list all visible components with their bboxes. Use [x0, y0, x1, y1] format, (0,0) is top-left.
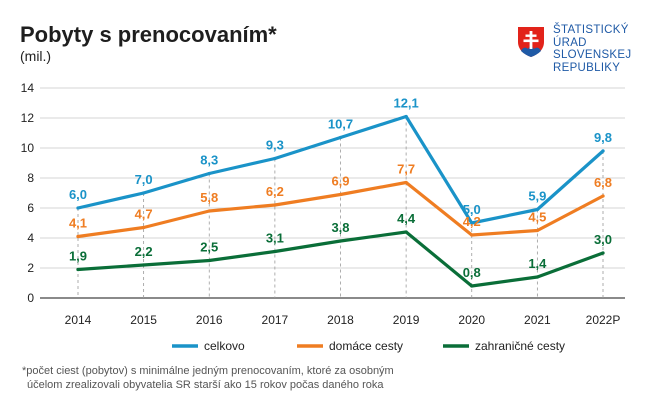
data-label: 7,0 [135, 172, 153, 187]
legend-label: domáce cesty [329, 339, 403, 353]
chart-unit: (mil.) [20, 48, 52, 64]
data-point [273, 203, 277, 207]
chart-title: Pobyty s prenocovaním* [20, 22, 277, 47]
data-point [142, 225, 146, 230]
data-point [142, 263, 146, 267]
data-label: 2,2 [135, 244, 153, 259]
data-point [601, 251, 605, 255]
data-label: 1,4 [528, 256, 547, 271]
legend-label: celkovo [204, 339, 245, 353]
y-tick-label: 8 [27, 171, 34, 185]
data-label: 6,0 [69, 187, 87, 202]
data-label: 4,7 [135, 207, 153, 222]
data-label: 9,8 [594, 130, 612, 145]
data-point [142, 191, 146, 195]
data-point [470, 284, 474, 288]
data-label: 5,8 [200, 190, 218, 205]
data-point [535, 275, 539, 279]
data-point [76, 234, 80, 239]
data-point [76, 206, 80, 210]
data-label: 5,0 [463, 202, 481, 217]
data-label: 6,8 [594, 175, 612, 190]
x-tick-label: 2016 [196, 313, 223, 327]
data-label: 3,8 [331, 220, 349, 235]
data-label: 2,5 [200, 240, 218, 255]
data-point [338, 192, 343, 197]
logo-line: REPUBLIKY [553, 61, 621, 74]
y-tick-label: 0 [27, 291, 34, 305]
data-point [207, 258, 211, 263]
data-point [76, 267, 80, 272]
data-point [404, 114, 408, 119]
data-point [470, 233, 474, 237]
data-point [404, 230, 408, 234]
data-label: 4,4 [397, 211, 416, 226]
logo-line: SLOVENSKEJ [553, 49, 632, 61]
y-tick-label: 2 [27, 261, 34, 275]
data-point [273, 156, 277, 161]
data-label: 6,9 [331, 174, 349, 189]
data-label: 7,7 [397, 162, 415, 177]
data-label: 3,0 [594, 232, 612, 247]
x-tick-label: 2018 [327, 313, 354, 327]
logo-line: ŠTATISTICKÝ [553, 24, 629, 36]
logo-line: ÚRAD [553, 36, 587, 49]
data-label: 0,8 [463, 265, 481, 280]
statistical-office-logo: ŠTATISTICKÝ ÚRAD SLOVENSKEJ REPUBLIKY [515, 24, 645, 80]
data-point [601, 194, 605, 198]
data-point [338, 239, 343, 243]
data-label: 4,1 [69, 216, 87, 231]
data-point [207, 171, 211, 176]
x-tick-label: 2022P [586, 313, 621, 327]
legend-label: zahraničné cesty [475, 339, 565, 353]
logo-text: ŠTATISTICKÝ ÚRAD SLOVENSKEJ REPUBLIKY [553, 24, 631, 74]
data-label: 4,2 [463, 214, 481, 229]
footnote-line: účelom zrealizovali obyvatelia SR starší… [27, 379, 384, 391]
data-label: 1,9 [69, 249, 87, 264]
data-label: 10,7 [328, 117, 353, 132]
data-label: 3,1 [266, 231, 284, 246]
data-point [404, 180, 408, 185]
data-point [535, 228, 539, 233]
footnote: *počet ciest (pobytov) s minimálne jedný… [22, 364, 542, 392]
y-tick-label: 4 [27, 231, 34, 245]
data-point [535, 207, 539, 212]
data-point [470, 221, 474, 225]
footnote-line: *počet ciest (pobytov) s minimálne jedný… [22, 365, 394, 377]
x-tick-label: 2015 [130, 313, 157, 327]
y-tick-label: 14 [21, 81, 35, 95]
y-tick-label: 6 [27, 201, 34, 215]
x-tick-label: 2017 [262, 313, 289, 327]
data-label: 8,3 [200, 153, 218, 168]
data-point [273, 249, 277, 254]
x-tick-label: 2014 [65, 313, 92, 327]
data-label: 6,2 [266, 184, 284, 199]
data-label: 4,5 [528, 210, 546, 225]
x-tick-label: 2019 [393, 313, 420, 327]
data-label: 5,9 [528, 189, 546, 204]
data-label: 12,1 [393, 96, 418, 111]
y-tick-label: 12 [21, 111, 35, 125]
data-point [338, 135, 343, 140]
data-point [207, 209, 211, 213]
slovak-coat-of-arms-icon [515, 24, 547, 60]
x-tick-label: 2020 [458, 313, 485, 327]
x-tick-label: 2021 [524, 313, 551, 327]
y-tick-label: 10 [21, 141, 35, 155]
data-point [601, 149, 605, 153]
data-label: 9,3 [266, 138, 284, 153]
